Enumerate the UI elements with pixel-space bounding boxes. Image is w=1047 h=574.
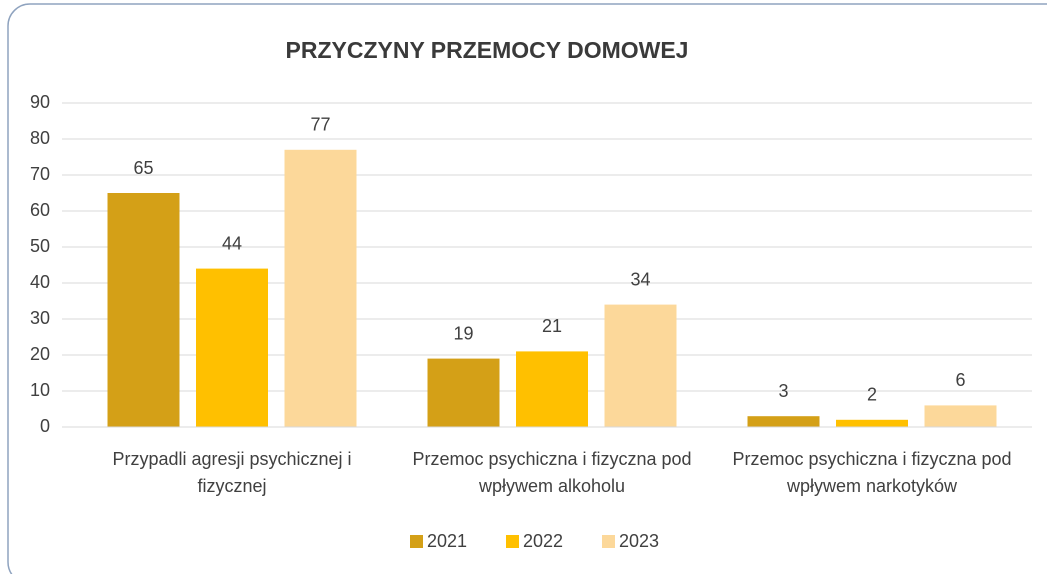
bar — [427, 358, 500, 427]
y-tick-label: 20 — [30, 344, 50, 364]
x-tick-label: Przemoc psychiczna i fizyczna pod wpływe… — [732, 449, 1012, 496]
y-tick-label: 70 — [30, 164, 50, 184]
data-label: 65 — [133, 158, 153, 178]
data-label: 6 — [955, 370, 965, 390]
bar — [516, 351, 588, 427]
legend-label: 2021 — [427, 531, 467, 551]
legend-label: 2023 — [619, 531, 659, 551]
data-label: 3 — [778, 381, 788, 401]
bar — [604, 304, 677, 427]
legend-swatch — [602, 535, 615, 548]
bar — [747, 416, 820, 427]
y-tick-label: 30 — [30, 308, 50, 328]
legend-label: 2022 — [523, 531, 563, 551]
y-tick-label: 40 — [30, 272, 50, 292]
data-label: 19 — [453, 323, 473, 343]
y-tick-label: 60 — [30, 200, 50, 220]
bar — [836, 419, 908, 427]
bar — [924, 405, 997, 427]
y-tick-label: 0 — [40, 416, 50, 436]
y-tick-label: 50 — [30, 236, 50, 256]
bar — [107, 193, 180, 427]
bar — [196, 268, 268, 427]
chart-frame — [7, 3, 1047, 574]
y-tick-label: 80 — [30, 128, 50, 148]
data-label: 77 — [310, 115, 330, 135]
data-label: 44 — [222, 233, 242, 253]
y-tick-label: 90 — [30, 92, 50, 112]
legend-swatch — [410, 535, 423, 548]
data-label: 34 — [630, 269, 650, 289]
y-tick-label: 10 — [30, 380, 50, 400]
bar — [284, 149, 357, 428]
x-tick-label: Przypadli agresji psychicznej i fizyczne… — [112, 449, 352, 496]
chart-title: PRZYCZYNY PRZEMOCY DOMOWEJ — [286, 37, 689, 63]
x-tick-label: Przemoc psychiczna i fizyczna pod wpływe… — [412, 449, 692, 496]
data-label: 2 — [867, 385, 877, 405]
data-label: 21 — [542, 316, 562, 336]
legend-swatch — [506, 535, 519, 548]
